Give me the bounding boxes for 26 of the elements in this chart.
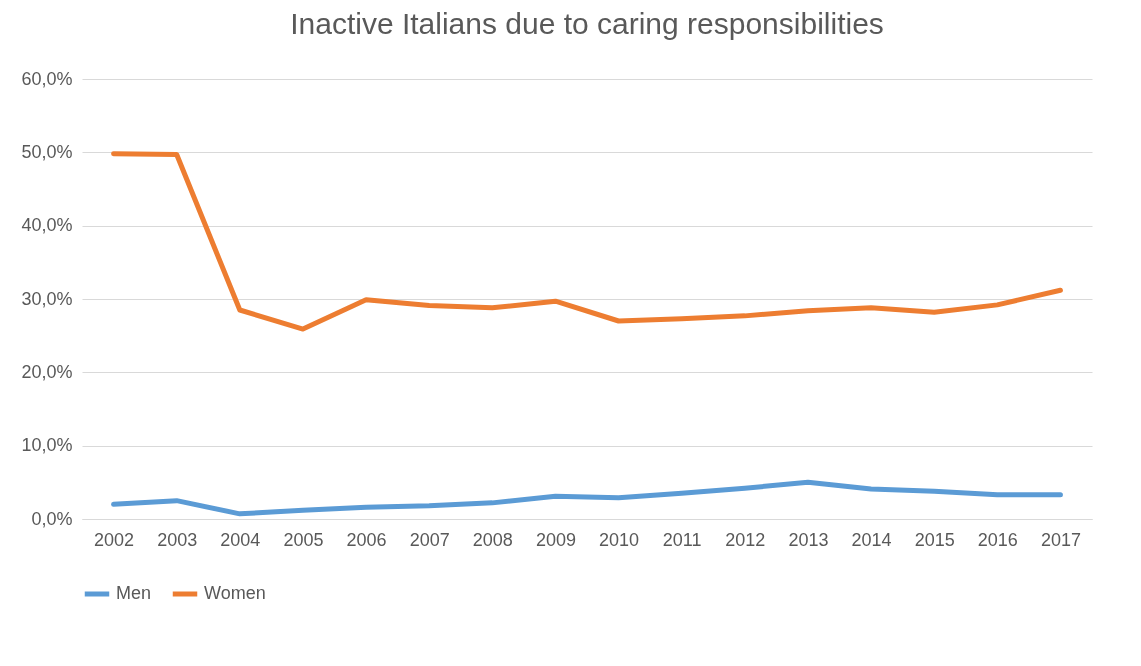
- legend-label: Men: [116, 583, 152, 603]
- x-tick-label: 2017: [1040, 529, 1081, 550]
- x-tick-label: 2009: [535, 529, 576, 550]
- x-tick-label: 2005: [283, 529, 324, 550]
- y-tick-label: 30,0%: [21, 288, 73, 309]
- y-tick-label: 50,0%: [21, 141, 73, 162]
- y-tick-label: 40,0%: [21, 215, 73, 236]
- x-tick-label: 2006: [346, 529, 387, 550]
- x-tick-label: 2011: [662, 529, 702, 550]
- x-tick-label: 2015: [914, 529, 955, 550]
- y-tick-label: 20,0%: [21, 361, 73, 382]
- x-tick-label: 2008: [472, 529, 513, 550]
- y-tick-label: 60,0%: [21, 68, 73, 89]
- x-tick-label: 2012: [725, 529, 766, 550]
- x-tick-label: 2002: [94, 529, 135, 550]
- x-tick-label: 2004: [220, 529, 261, 550]
- chart-title: Inactive Italians due to caring responsibilities: [290, 7, 884, 40]
- x-tick-label: 2007: [409, 529, 450, 550]
- x-tick-label: 2003: [157, 529, 198, 550]
- x-tick-label: 2016: [977, 529, 1018, 550]
- x-tick-label: 2010: [599, 529, 640, 550]
- x-tick-label: 2014: [851, 529, 892, 550]
- legend-label: Women: [204, 583, 266, 603]
- y-tick-label: 0,0%: [31, 508, 73, 529]
- x-tick-label: 2013: [788, 529, 829, 550]
- y-tick-label: 10,0%: [21, 435, 73, 456]
